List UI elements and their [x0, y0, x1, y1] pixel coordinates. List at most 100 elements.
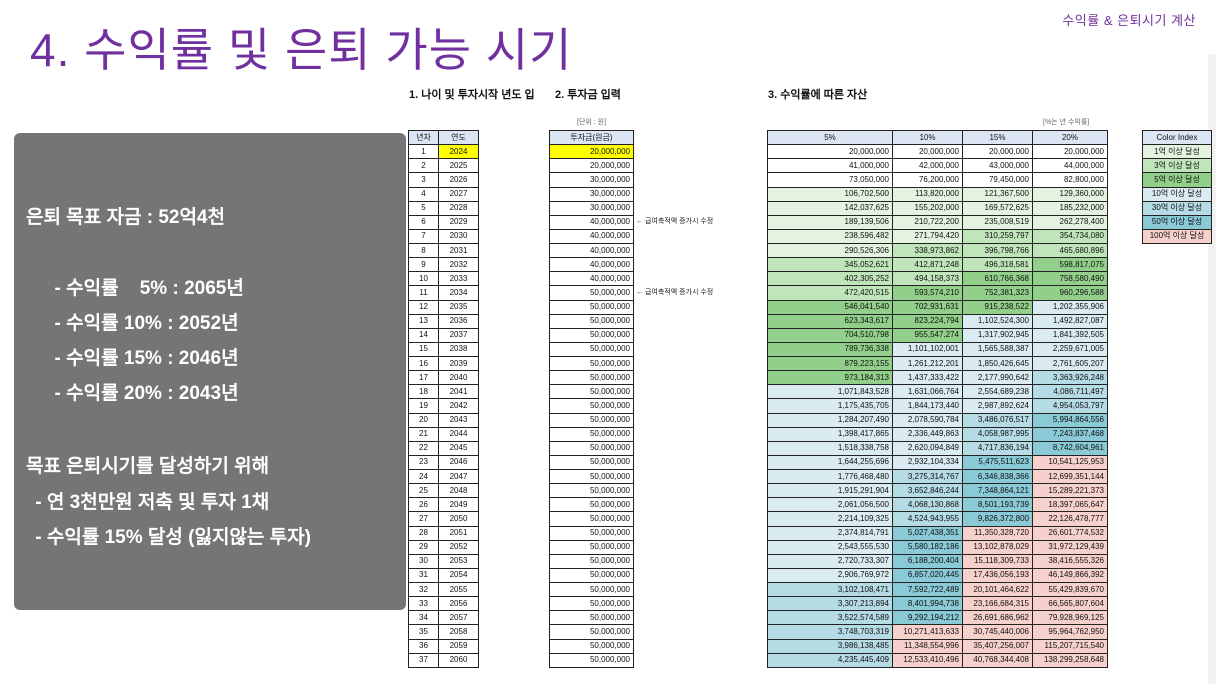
asset-cell[interactable]: 546,041,540 — [767, 299, 893, 315]
asset-cell[interactable]: 189,139,506 — [767, 214, 893, 230]
year-index-cell[interactable]: 35 — [408, 624, 439, 640]
asset-cell[interactable]: 235,008,519 — [962, 214, 1033, 230]
asset-cell[interactable]: 3,652,846,244 — [892, 483, 963, 499]
asset-cell[interactable]: 354,734,080 — [1032, 228, 1108, 245]
asset-cell[interactable]: 2,554,689,238 — [962, 384, 1033, 400]
asset-cell[interactable]: 1,102,524,300 — [962, 313, 1033, 329]
asset-cell[interactable]: 12,699,351,144 — [1032, 468, 1108, 485]
year-index-cell[interactable]: 6 — [408, 214, 439, 230]
year-index-cell[interactable]: 20 — [408, 412, 439, 428]
asset-cell[interactable]: 465,680,896 — [1032, 242, 1108, 259]
investment-cell[interactable]: 50,000,000 — [549, 370, 634, 386]
asset-cell[interactable]: 2,061,056,500 — [767, 497, 893, 513]
asset-cell[interactable]: 1,776,468,480 — [767, 468, 893, 485]
asset-cell[interactable]: 758,580,490 — [1032, 271, 1108, 287]
asset-cell[interactable]: 310,259,797 — [962, 228, 1033, 245]
asset-cell[interactable]: 1,202,355,906 — [1032, 299, 1108, 315]
asset-cell[interactable]: 79,928,969,125 — [1032, 610, 1108, 626]
year-cell[interactable]: 2043 — [438, 412, 479, 428]
asset-cell[interactable]: 702,931,631 — [892, 299, 963, 315]
asset-cell[interactable]: 2,214,109,325 — [767, 511, 893, 527]
asset-cell[interactable]: 38,416,555,326 — [1032, 553, 1108, 569]
asset-cell[interactable]: 13,102,878,029 — [962, 539, 1033, 555]
asset-cell[interactable]: 2,078,590,784 — [892, 412, 963, 428]
year-index-cell[interactable]: 8 — [408, 242, 439, 259]
year-index-cell[interactable]: 11 — [408, 285, 439, 301]
year-index-cell[interactable]: 25 — [408, 483, 439, 499]
investment-cell[interactable]: 40,000,000 — [549, 228, 634, 245]
year-index-cell[interactable]: 15 — [408, 341, 439, 358]
year-cell[interactable]: 2038 — [438, 341, 479, 358]
year-index-cell[interactable]: 10 — [408, 271, 439, 287]
asset-cell[interactable]: 472,420,515 — [767, 285, 893, 301]
asset-cell[interactable]: 955,547,274 — [892, 327, 963, 343]
asset-cell[interactable]: 2,177,990,642 — [962, 370, 1033, 386]
asset-cell[interactable]: 11,350,328,720 — [962, 525, 1033, 541]
asset-cell[interactable]: 15,118,309,733 — [962, 553, 1033, 569]
asset-cell[interactable]: 1,850,426,645 — [962, 355, 1033, 372]
asset-cell[interactable]: 44,000,000 — [1032, 158, 1108, 174]
investment-cell[interactable]: 50,000,000 — [549, 624, 634, 640]
asset-cell[interactable]: 210,722,200 — [892, 214, 963, 230]
asset-cell[interactable]: 30,745,440,006 — [962, 624, 1033, 640]
investment-cell[interactable]: 50,000,000 — [549, 313, 634, 329]
asset-cell[interactable]: 3,986,138,485 — [767, 638, 893, 654]
asset-cell[interactable]: 345,052,621 — [767, 257, 893, 273]
asset-cell[interactable]: 26,601,774,532 — [1032, 525, 1108, 541]
asset-cell[interactable]: 20,101,464,622 — [962, 581, 1033, 598]
asset-cell[interactable]: 4,524,943,955 — [892, 511, 963, 527]
asset-cell[interactable]: 2,374,814,791 — [767, 525, 893, 541]
asset-cell[interactable]: 22,126,478,777 — [1032, 511, 1108, 527]
year-index-cell[interactable]: 13 — [408, 313, 439, 329]
asset-cell[interactable]: 396,798,766 — [962, 242, 1033, 259]
asset-cell[interactable]: 1,398,417,865 — [767, 426, 893, 442]
year-cell[interactable]: 2041 — [438, 384, 479, 400]
asset-cell[interactable]: 262,278,400 — [1032, 214, 1108, 230]
year-index-cell[interactable]: 36 — [408, 638, 439, 654]
investment-cell[interactable]: 50,000,000 — [549, 483, 634, 499]
asset-cell[interactable]: 1,631,066,764 — [892, 384, 963, 400]
year-index-cell[interactable]: 3 — [408, 172, 439, 188]
investment-cell[interactable]: 50,000,000 — [549, 581, 634, 598]
asset-cell[interactable]: 1,317,902,945 — [962, 327, 1033, 343]
asset-cell[interactable]: 2,987,892,624 — [962, 398, 1033, 414]
investment-cell[interactable]: 50,000,000 — [549, 299, 634, 315]
year-cell[interactable]: 2047 — [438, 468, 479, 485]
asset-cell[interactable]: 2,761,605,207 — [1032, 355, 1108, 372]
asset-cell[interactable]: 20,000,000 — [892, 144, 963, 160]
asset-cell[interactable]: 2,932,104,334 — [892, 454, 963, 471]
year-cell[interactable]: 2042 — [438, 398, 479, 414]
year-index-cell[interactable]: 23 — [408, 454, 439, 471]
asset-cell[interactable]: 752,381,323 — [962, 285, 1033, 301]
asset-cell[interactable]: 10,271,413,633 — [892, 624, 963, 640]
asset-cell[interactable]: 1,261,212,201 — [892, 355, 963, 372]
asset-cell[interactable]: 1,175,435,705 — [767, 398, 893, 414]
year-cell[interactable]: 2036 — [438, 313, 479, 329]
asset-cell[interactable]: 1,565,588,387 — [962, 341, 1033, 358]
year-cell[interactable]: 2057 — [438, 610, 479, 626]
asset-cell[interactable]: 879,223,155 — [767, 355, 893, 372]
year-index-cell[interactable]: 2 — [408, 158, 439, 174]
asset-cell[interactable]: 15,289,221,373 — [1032, 483, 1108, 499]
year-index-cell[interactable]: 21 — [408, 426, 439, 442]
asset-cell[interactable]: 2,906,769,972 — [767, 567, 893, 584]
asset-cell[interactable]: 704,510,798 — [767, 327, 893, 343]
year-index-cell[interactable]: 7 — [408, 228, 439, 245]
asset-cell[interactable]: 10,541,125,953 — [1032, 454, 1108, 471]
asset-cell[interactable]: 4,235,445,409 — [767, 652, 893, 668]
asset-cell[interactable]: 40,768,344,408 — [962, 652, 1033, 668]
year-cell[interactable]: 2025 — [438, 158, 479, 174]
year-cell[interactable]: 2032 — [438, 257, 479, 273]
asset-cell[interactable]: 73,050,000 — [767, 172, 893, 188]
asset-cell[interactable]: 4,068,130,868 — [892, 497, 963, 513]
year-cell[interactable]: 2052 — [438, 539, 479, 555]
asset-cell[interactable]: 43,000,000 — [962, 158, 1033, 174]
year-cell[interactable]: 2037 — [438, 327, 479, 343]
asset-cell[interactable]: 9,826,372,800 — [962, 511, 1033, 527]
investment-cell[interactable]: 30,000,000 — [549, 200, 634, 216]
year-cell[interactable]: 2059 — [438, 638, 479, 654]
year-cell[interactable]: 2046 — [438, 454, 479, 471]
investment-cell[interactable]: 50,000,000 — [549, 567, 634, 584]
asset-cell[interactable]: 3,522,574,589 — [767, 610, 893, 626]
year-cell[interactable]: 2033 — [438, 271, 479, 287]
